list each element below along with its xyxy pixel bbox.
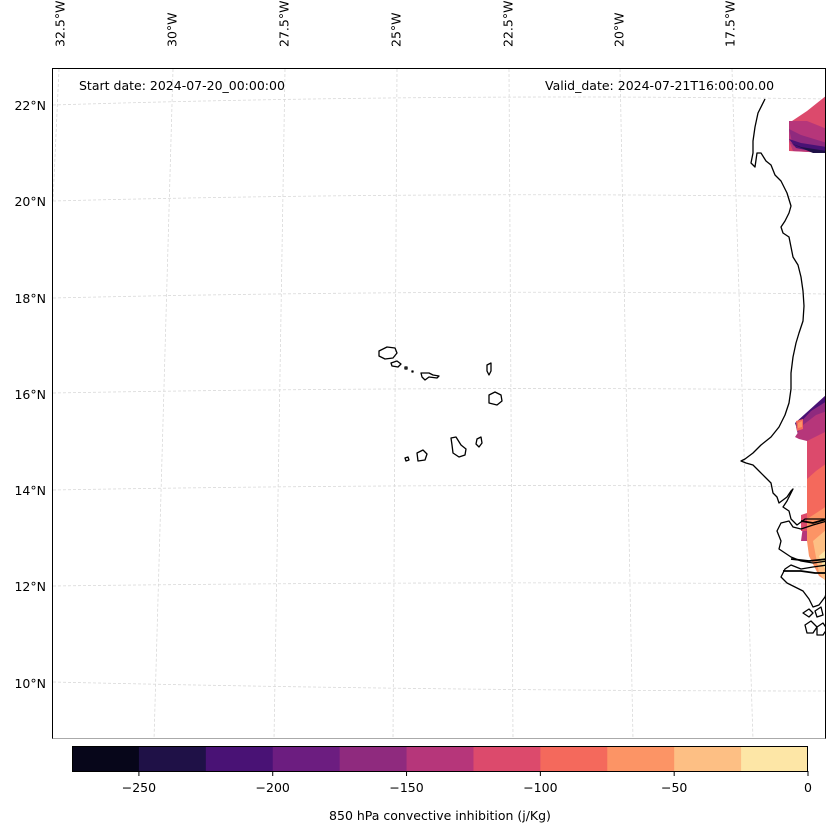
colorbar-tick-label: −150 xyxy=(389,780,424,795)
cin-field-south xyxy=(795,395,825,581)
gridline-lon-32-5w xyxy=(53,69,60,202)
colorbar-segment xyxy=(473,746,541,772)
colorbar-segment xyxy=(72,746,140,772)
lat-label-14n: 14°N xyxy=(14,483,46,498)
colorbar-tick-label: 0 xyxy=(804,780,812,795)
border-senegal-guinea-bissau xyxy=(783,570,825,574)
gridline-lon-20w xyxy=(619,69,634,738)
lon-label-20w: 20°W xyxy=(611,12,627,47)
africa-coastline xyxy=(740,98,825,526)
colorbar-segment xyxy=(540,746,608,772)
colorbar-tick-label: −250 xyxy=(121,780,157,795)
island-sao-vicente xyxy=(390,360,402,368)
island-branco xyxy=(411,370,414,373)
lat-label-20n: 20°N xyxy=(14,194,46,209)
map-canvas xyxy=(53,69,825,738)
gridline-lat-14n xyxy=(53,485,825,491)
lon-label-25w: 25°W xyxy=(388,12,404,47)
lon-label-32-5w: 32.5°W xyxy=(52,0,68,47)
cin-contour xyxy=(790,143,825,153)
gridline-lon-22-5w xyxy=(508,69,514,738)
border-gambia-senegal-south xyxy=(790,558,825,562)
gridline-lat-16n xyxy=(53,388,825,394)
colorbar-label: 850 hPa convective inhibition (j/Kg) xyxy=(329,808,551,823)
island-brava xyxy=(404,456,410,462)
gridline-lat-22n xyxy=(53,96,825,106)
country-borders xyxy=(783,518,825,574)
gridline-lat-12n xyxy=(53,582,825,587)
island-maio xyxy=(475,436,483,448)
colorbar-segment xyxy=(406,746,474,772)
valid-date-annotation: Valid_date: 2024-07-21T16:00:00.00 xyxy=(545,78,775,93)
colorbar-segment xyxy=(138,746,207,772)
cin-contour xyxy=(798,421,802,428)
guinea-bissau-islands xyxy=(802,606,825,636)
colorbar-segment xyxy=(272,746,341,772)
island-santo-antao xyxy=(378,346,398,360)
lat-label-10n: 10°N xyxy=(14,676,46,691)
colorbar-tick-label: −100 xyxy=(523,780,558,795)
island-fogo xyxy=(416,449,428,462)
lat-label-16n: 16°N xyxy=(14,387,46,402)
colorbar-ticks xyxy=(138,771,809,776)
lon-label-27-5w: 27.5°W xyxy=(276,0,292,47)
gridline-lat-18n xyxy=(53,291,825,299)
colorbar-segment xyxy=(674,746,742,772)
island-boa-vista xyxy=(488,391,503,406)
colorbar-outline xyxy=(72,746,808,772)
gridline-lon-30w xyxy=(153,69,174,738)
start-date-annotation: Start date: 2024-07-20_00:00:00 xyxy=(79,78,285,93)
island-sao-nicolau xyxy=(420,372,440,381)
border-senegal-gambia-north xyxy=(800,518,825,524)
coastline xyxy=(378,98,825,636)
cin-contour xyxy=(807,464,825,523)
cin-contour xyxy=(813,530,825,581)
gridline-lon-17-5w xyxy=(731,69,754,738)
colorbar-segment xyxy=(205,746,274,772)
lat-label-18n: 18°N xyxy=(14,291,46,306)
colorbar-segment xyxy=(607,746,675,772)
cin-field-north xyxy=(789,96,825,153)
lon-label-30w: 30°W xyxy=(164,12,180,47)
gridline-lat-10n xyxy=(53,681,825,692)
graticule xyxy=(53,69,825,738)
colorbar-tick-label: −50 xyxy=(660,780,688,795)
island-sal xyxy=(486,362,492,376)
island-santiago xyxy=(450,436,467,458)
island-santa-luzia xyxy=(404,366,408,370)
colorbar xyxy=(72,746,808,772)
map-panel[interactable] xyxy=(52,68,826,739)
colorbar-tick-label: −200 xyxy=(255,780,290,795)
lon-label-22-5w: 22.5°W xyxy=(500,0,516,47)
gridline-lon-27-5w xyxy=(273,69,286,738)
lat-label-22n: 22°N xyxy=(14,98,46,113)
gridline-lat-20n xyxy=(53,194,825,202)
lat-label-12n: 12°N xyxy=(14,579,46,594)
lon-label-17-5w: 17.5°W xyxy=(722,0,738,47)
colorbar-segment xyxy=(339,746,408,772)
gridline-lon-25w xyxy=(392,69,398,738)
colorbar-segment xyxy=(741,746,808,772)
